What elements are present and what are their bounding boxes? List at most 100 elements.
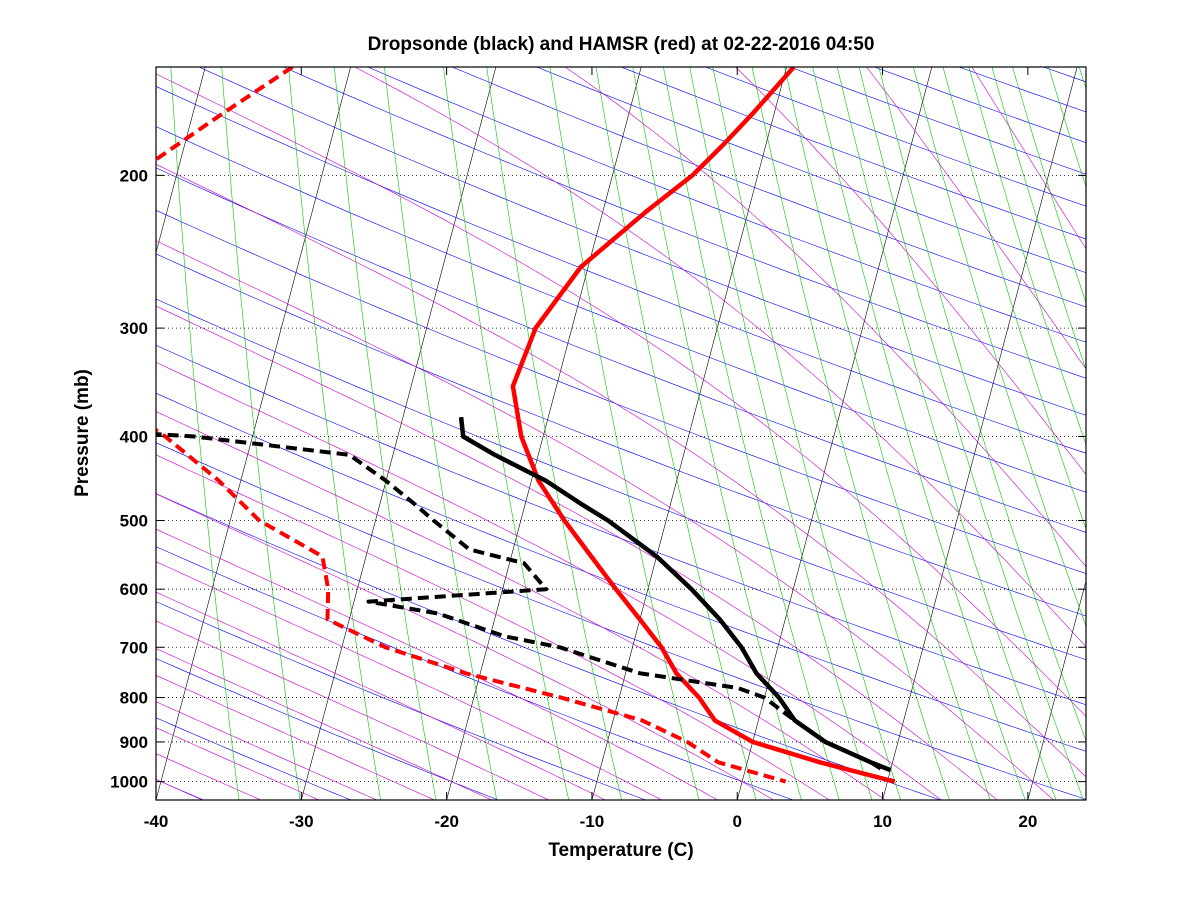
dry-adiabat-line [1053, 41, 1200, 804]
dry-adiabat-line [156, 779, 205, 800]
dry-adiabat-line [156, 86, 1086, 454]
mixing-ratio-line [170, 67, 240, 800]
mixing-ratio-line [1121, 41, 1200, 804]
isotherm-line [446, 67, 642, 800]
mixing-ratio-line [991, 67, 1086, 371]
x-tick-label: 20 [1018, 812, 1037, 831]
mixing-ratio-line [968, 67, 1086, 446]
mixing-ratio-line [663, 67, 840, 800]
hamsr-dashed-line [156, 67, 787, 784]
dry-adiabat-line [1042, 67, 1086, 83]
dry-adiabat-line [366, 67, 1086, 343]
mixing-ratio-line [858, 67, 1084, 800]
moist-adiabat-line [156, 701, 378, 800]
x-tick-label: -20 [434, 812, 459, 831]
y-tick-label: 300 [120, 319, 148, 338]
moist-adiabat-line [156, 411, 886, 800]
plot-frame [155, 66, 1087, 801]
dry-adiabat-line [156, 658, 500, 800]
dry-adiabat-line [156, 167, 1086, 533]
dry-adiabat-line [156, 209, 1086, 574]
mixing-ratio-line [1048, 67, 1086, 188]
isotherm-line [882, 67, 1078, 800]
dry-adiabat-line [156, 493, 942, 800]
moist-adiabat-line [156, 73, 1086, 717]
dry-adiabat-line [156, 344, 1086, 706]
mixing-ratio-line [221, 67, 301, 800]
moist-adiabat-line [156, 620, 550, 800]
moist-adiabat-line [156, 361, 942, 800]
mixing-ratio-line [784, 67, 991, 800]
dry-adiabat-line [0, 41, 64, 804]
y-tick-label: 800 [120, 689, 148, 708]
y-tick-label: 700 [120, 638, 148, 657]
y-tick-label: 200 [120, 166, 148, 185]
mixing-ratio-line [836, 67, 1057, 800]
isotherm-line [1169, 13, 1200, 817]
x-tick-label: 0 [733, 812, 742, 831]
dry-adiabat-line [156, 253, 1086, 617]
dropsonde-dashed-line [156, 432, 885, 772]
moist-adiabat-line [156, 305, 998, 800]
x-tick-label: -10 [580, 812, 605, 831]
moist-adiabat-line [156, 753, 262, 800]
x-tick-label: 10 [873, 812, 892, 831]
moist-adiabat-line [971, 67, 1086, 250]
dry-adiabat-line [198, 67, 1086, 416]
x-tick-label: -30 [289, 812, 314, 831]
y-axis-label: Pressure (mb) [72, 369, 93, 497]
moist-adiabat-line [156, 163, 1086, 778]
mixing-ratio-line [878, 67, 1086, 742]
y-tick-label: 600 [120, 580, 148, 599]
x-axis-label: Temperature (C) [548, 840, 693, 861]
mixing-ratio-line [913, 67, 1086, 628]
dry-adiabat-line [156, 126, 1086, 493]
dry-adiabat-line [156, 298, 1086, 661]
dry-adiabat-line [873, 67, 1086, 144]
dry-adiabat-line [282, 67, 1086, 379]
isotherm-line [156, 67, 206, 254]
moist-adiabat-line [156, 240, 1054, 800]
moist-adiabat-line [866, 67, 1086, 370]
moist-adiabat-line [156, 561, 663, 800]
mixing-ratio-line [942, 67, 1086, 530]
moist-adiabat-line [156, 493, 775, 800]
moist-adiabat-line [156, 454, 831, 800]
isotherm-line [301, 67, 497, 800]
mixing-ratio-line [486, 67, 623, 800]
mixing-ratio-line [9, 41, 47, 804]
mixing-ratio-line [1098, 41, 1200, 804]
dry-adiabat-line [156, 546, 794, 800]
mixing-ratio-line [1078, 67, 1086, 90]
dry-adiabat-line [789, 67, 1086, 175]
mixing-ratio-line [333, 67, 437, 800]
hamsr-solid-line [510, 67, 896, 784]
profile-series [156, 67, 896, 784]
moist-adiabat-line [735, 67, 1086, 476]
mixing-ratio-line [812, 67, 1026, 800]
mixing-ratio-line [384, 67, 498, 800]
dry-adiabat-line [620, 67, 1086, 240]
moist-adiabat-line [156, 727, 320, 800]
moist-adiabat-line [156, 648, 493, 800]
y-tick-label: 500 [120, 512, 148, 531]
y-axis-ticks: 200 300 400 500 600 700 800 900 1000 [110, 166, 1086, 792]
dry-adiabat-line [704, 67, 1086, 207]
x-tick-label: -40 [144, 812, 169, 831]
y-tick-label: 1000 [110, 773, 148, 792]
moist-adiabat-line [354, 67, 1086, 648]
dry-adiabat-line [156, 601, 647, 800]
y-tick-label: 400 [120, 427, 148, 446]
moist-adiabat-line [156, 779, 204, 800]
thermodynamic-background-lines [0, 13, 1200, 817]
mixing-ratio-line [288, 67, 381, 800]
mixing-ratio-line [1012, 67, 1086, 304]
isotherm-line [156, 67, 351, 800]
moist-adiabat-line [564, 67, 1086, 568]
pressure-gridlines [156, 174, 1086, 783]
mixing-ratio-line [689, 67, 873, 800]
mixing-ratio-line [549, 67, 700, 800]
mixing-ratio-line [595, 67, 757, 800]
dry-adiabat-line [156, 717, 352, 800]
